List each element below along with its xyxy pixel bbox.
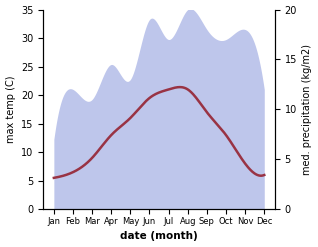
Y-axis label: med. precipitation (kg/m2): med. precipitation (kg/m2): [302, 44, 313, 175]
X-axis label: date (month): date (month): [120, 231, 198, 242]
Y-axis label: max temp (C): max temp (C): [5, 76, 16, 143]
